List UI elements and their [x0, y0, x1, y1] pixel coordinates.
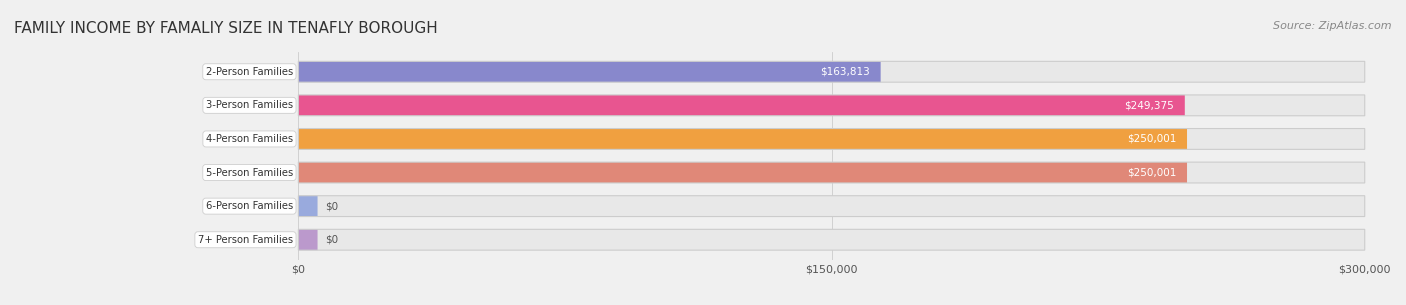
- Text: Source: ZipAtlas.com: Source: ZipAtlas.com: [1274, 21, 1392, 31]
- Text: $250,001: $250,001: [1128, 167, 1177, 178]
- Text: $163,813: $163,813: [820, 67, 870, 77]
- Text: 4-Person Families: 4-Person Families: [205, 134, 292, 144]
- FancyBboxPatch shape: [298, 128, 1365, 149]
- Text: $249,375: $249,375: [1125, 100, 1174, 110]
- Text: $0: $0: [325, 201, 337, 211]
- FancyBboxPatch shape: [298, 128, 1187, 149]
- Text: $0: $0: [325, 235, 337, 245]
- FancyBboxPatch shape: [298, 162, 1365, 183]
- FancyBboxPatch shape: [298, 196, 318, 217]
- FancyBboxPatch shape: [298, 162, 1187, 183]
- FancyBboxPatch shape: [298, 196, 1365, 217]
- FancyBboxPatch shape: [298, 61, 1365, 82]
- FancyBboxPatch shape: [298, 229, 1365, 250]
- Text: 2-Person Families: 2-Person Families: [205, 67, 292, 77]
- FancyBboxPatch shape: [298, 95, 1185, 116]
- FancyBboxPatch shape: [298, 95, 1365, 116]
- Text: FAMILY INCOME BY FAMALIY SIZE IN TENAFLY BOROUGH: FAMILY INCOME BY FAMALIY SIZE IN TENAFLY…: [14, 21, 437, 36]
- Text: 6-Person Families: 6-Person Families: [205, 201, 292, 211]
- Text: 5-Person Families: 5-Person Families: [205, 167, 292, 178]
- Text: $250,001: $250,001: [1128, 134, 1177, 144]
- FancyBboxPatch shape: [298, 229, 318, 250]
- FancyBboxPatch shape: [298, 61, 880, 82]
- Text: 7+ Person Families: 7+ Person Families: [198, 235, 292, 245]
- Text: 3-Person Families: 3-Person Families: [205, 100, 292, 110]
